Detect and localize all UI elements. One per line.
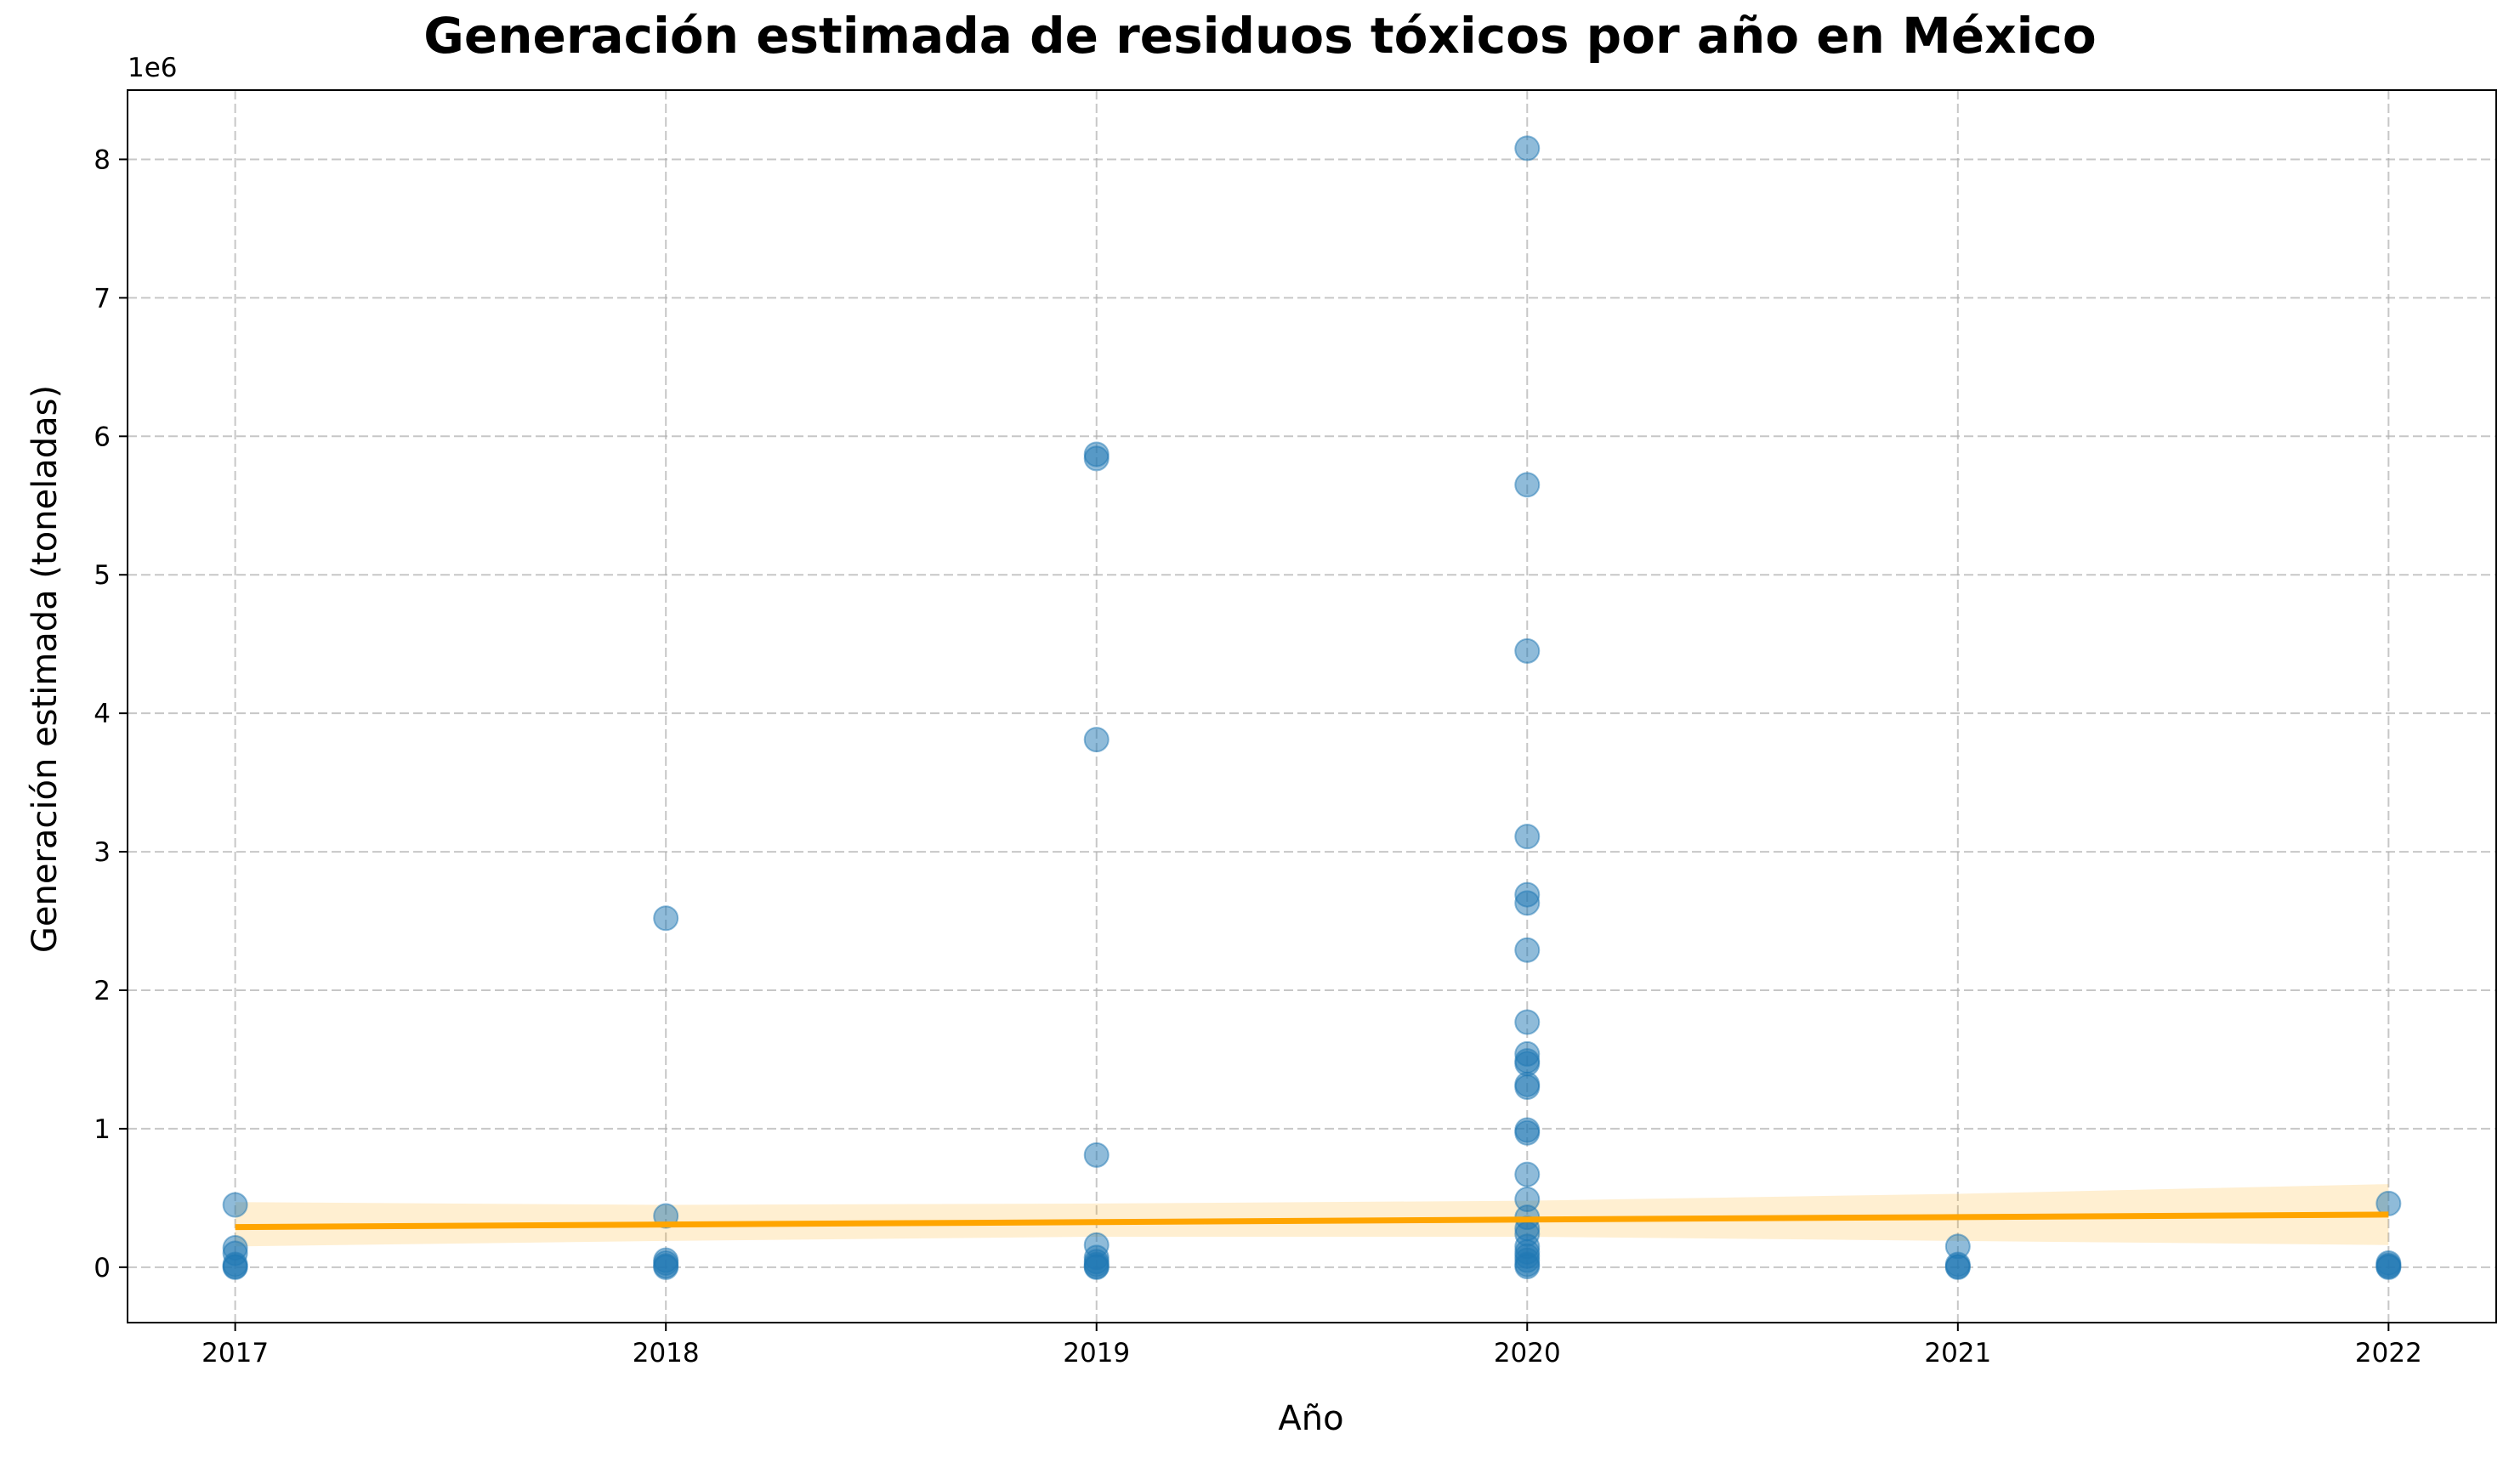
y-tick-label: 5 bbox=[94, 560, 111, 591]
data-point bbox=[1514, 937, 1541, 963]
x-tick-label: 2020 bbox=[1494, 1338, 1561, 1368]
x-axis: 2017 2018 2019 2020 2021 2022 bbox=[201, 1323, 2422, 1368]
data-point bbox=[1514, 824, 1541, 850]
y-axis: 0 1 2 3 4 5 6 7 8 bbox=[94, 144, 128, 1284]
data-point bbox=[1514, 472, 1541, 498]
confidence-band-layer bbox=[235, 1184, 2389, 1247]
plot-frame bbox=[127, 89, 2497, 1323]
x-axis-label: Año bbox=[1278, 1399, 1343, 1438]
trend-layer bbox=[235, 1211, 2389, 1231]
y-tick-label: 7 bbox=[94, 283, 111, 314]
y-axis-label: Generación estimada (toneladas) bbox=[26, 385, 65, 953]
y-tick-label: 1 bbox=[94, 1114, 111, 1145]
y-tick-label: 3 bbox=[94, 837, 111, 868]
data-point bbox=[1083, 1142, 1110, 1168]
y-tick-label: 6 bbox=[94, 422, 111, 452]
x-tick-label: 2022 bbox=[2355, 1338, 2422, 1368]
data-point bbox=[1514, 890, 1541, 916]
y-tick-label: 2 bbox=[94, 976, 111, 1006]
data-point bbox=[1944, 1254, 1971, 1280]
x-tick-label: 2017 bbox=[201, 1338, 269, 1368]
data-point bbox=[653, 905, 679, 932]
data-point bbox=[222, 1254, 248, 1280]
points-layer bbox=[222, 135, 2402, 1280]
y-axis-offset-label: 1e6 bbox=[128, 53, 178, 83]
y-tick-label: 8 bbox=[94, 144, 111, 175]
data-point bbox=[2375, 1254, 2402, 1280]
data-point bbox=[653, 1254, 679, 1280]
data-point bbox=[1514, 1119, 1541, 1146]
data-point bbox=[1514, 1009, 1541, 1035]
grid bbox=[128, 90, 2496, 1323]
data-point bbox=[1514, 638, 1541, 664]
x-tick-label: 2018 bbox=[633, 1338, 700, 1368]
confidence-band bbox=[235, 1184, 2389, 1247]
data-point bbox=[1083, 1254, 1110, 1280]
data-point bbox=[222, 1192, 248, 1218]
data-point bbox=[1514, 1161, 1541, 1187]
data-point bbox=[1514, 135, 1541, 162]
x-tick-label: 2021 bbox=[1924, 1338, 1991, 1368]
chart-title: Generación estimada de residuos tóxicos … bbox=[423, 7, 2096, 65]
data-point bbox=[1083, 445, 1110, 472]
data-point bbox=[1083, 727, 1110, 753]
data-point bbox=[1514, 1074, 1541, 1101]
trend-line bbox=[235, 1211, 2389, 1231]
x-tick-label: 2019 bbox=[1063, 1338, 1130, 1368]
y-tick-label: 0 bbox=[94, 1253, 111, 1284]
y-tick-label: 4 bbox=[94, 699, 111, 729]
data-point bbox=[1514, 1254, 1541, 1280]
